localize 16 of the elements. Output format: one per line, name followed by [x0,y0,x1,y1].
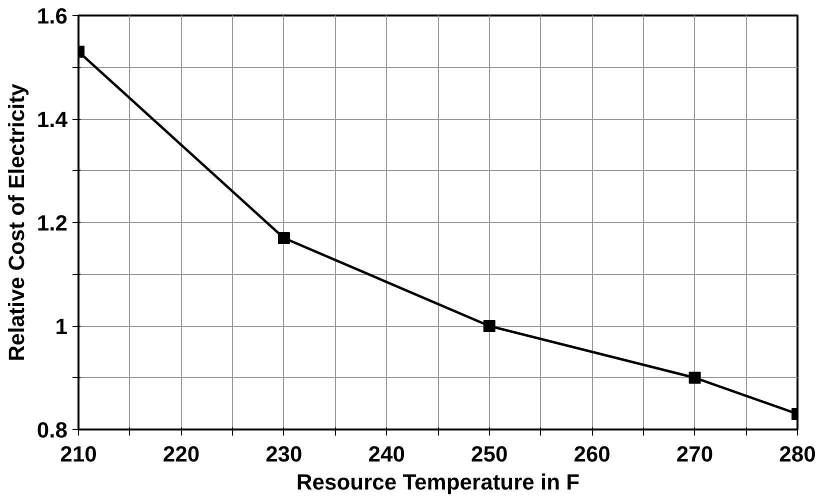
x-tick-label: 220 [162,442,200,466]
x-tick-label: 210 [60,442,97,466]
x-tick-label: 240 [368,442,406,466]
x-tick-label: 230 [266,442,302,466]
y-tick-label: 1.6 [36,4,68,28]
y-tick-label: 0.8 [36,418,68,442]
x-tick-label: 250 [471,442,508,466]
y-axis-title: Relative Cost of Electricity [4,82,29,362]
y-tick-label: 1.4 [36,107,68,132]
y-tick-label: 1.2 [36,210,68,236]
x-axis-title: Resource Temperature in F [296,470,580,494]
x-tick-label: 280 [779,442,816,466]
y-tick-label: 1 [55,314,68,339]
x-tick-label: 270 [676,442,714,466]
x-tick-label: 260 [574,442,610,466]
point [483,320,496,332]
